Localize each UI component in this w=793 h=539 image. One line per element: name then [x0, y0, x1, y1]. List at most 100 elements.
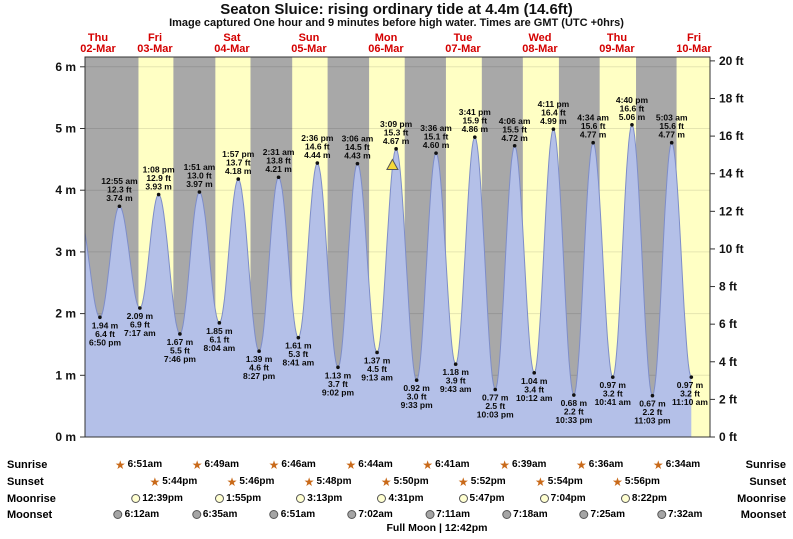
tide-extreme-dot	[315, 161, 320, 165]
y-axis-right-label: 12 ft	[719, 204, 744, 218]
low-tide-annotation: 1.04 m 3.4 ft 10:12 am	[516, 376, 553, 403]
tide-extreme-dot	[296, 335, 301, 340]
high-tide-annotation: 3:09 pm 15.3 ft 4.67 m	[380, 119, 413, 146]
high-tide-annotation: 2:36 pm 14.6 ft 4.44 m	[301, 133, 334, 160]
sunset-icon: ★	[380, 474, 392, 489]
high-tide-annotation: 4:11 pm 16.4 ft 4.99 m	[538, 99, 570, 126]
low-tide-annotation: 0.97 m 3.2 ft 10:41 am	[595, 380, 632, 407]
almanac-row-sunset: Sunset ★ 5:44pm ★ 5:46pm ★ 5:48pm ★ 5:50pm ★ 5:52p…	[0, 476, 793, 490]
tide-extreme-dot	[336, 365, 340, 370]
sunrise-event: ★ 6:49am	[192, 459, 239, 471]
moonset-icon	[502, 510, 512, 519]
high-tide-annotation: 4:40 pm 16.6 ft 5.06 m	[616, 95, 649, 122]
moonset-time: 7:18am	[513, 509, 548, 520]
moonrise-time: 3:13pm	[307, 493, 343, 504]
tide-extreme-dot	[551, 127, 556, 131]
high-tide-annotation: 5:03 am 15.6 ft 4.77 m	[656, 113, 688, 140]
high-tide-annotation: 4:06 am 15.5 ft 4.72 m	[499, 116, 531, 143]
sunrise-time: 6:46am	[281, 459, 316, 470]
moonset-time: 7:11am	[436, 509, 470, 520]
sunrise-icon: ★	[114, 457, 126, 472]
moonrise-icon	[215, 494, 225, 503]
tide-extreme-dot	[630, 122, 634, 127]
almanac-label-moonset-right: Moonset	[740, 509, 786, 521]
moonrise-time: 8:22pm	[631, 493, 667, 504]
sunset-event: ★ 5:46pm	[227, 476, 275, 488]
y-axis-right-label: 0 ft	[719, 430, 737, 444]
y-axis-left-label: 0 m	[55, 430, 76, 444]
sunset-icon: ★	[612, 474, 623, 489]
almanac-label-sunrise-right: Sunrise	[745, 459, 786, 471]
y-axis-right-label: 14 ft	[719, 167, 744, 181]
high-tide-annotation: 2:31 am 13.8 ft 4.21 m	[263, 147, 295, 174]
moonset-icon	[113, 510, 123, 519]
tide-extreme-dot	[217, 321, 222, 325]
tide-curve	[84, 124, 692, 396]
y-axis-left-label: 2 m	[55, 307, 76, 321]
sunrise-time: 6:44am	[358, 459, 393, 470]
low-tide-annotation: 1.39 m 4.6 ft 8:27 pm	[243, 354, 276, 381]
moonrise-icon	[377, 494, 387, 503]
sunset-event: ★ 5:56pm	[612, 474, 660, 489]
sunset-time: 5:44pm	[162, 476, 198, 487]
high-tide-annotation: 3:06 am 14.5 ft 4.43 m	[342, 134, 374, 161]
y-axis-left-label: 5 m	[55, 122, 76, 136]
almanac-label-sunrise-left: Sunrise	[7, 459, 48, 471]
moonrise-event: 7:04pm	[539, 493, 586, 504]
moonrise-icon	[296, 494, 306, 503]
tide-extreme-dot	[512, 143, 517, 148]
day-label: Fri 10-Mar	[676, 32, 712, 55]
high-tide-annotation: 3:36 am 15.1 ft 4.60 m	[420, 123, 452, 150]
tide-extreme-dot	[98, 315, 102, 320]
moonset-event: 6:12am	[113, 509, 159, 520]
moonrise-time: 12:39pm	[142, 493, 183, 504]
tide-area	[85, 124, 692, 438]
y-axis-right-label: 20 ft	[719, 54, 744, 68]
almanac-label-sunset-left: Sunset	[7, 476, 44, 488]
sunset-icon: ★	[303, 474, 315, 489]
moonset-time: 7:02am	[358, 509, 393, 520]
moonset-time: 7:32am	[667, 509, 703, 520]
tide-extreme-dot	[610, 375, 615, 379]
tide-extreme-dot	[236, 177, 241, 181]
sunset-event: ★ 5:50pm	[380, 474, 429, 489]
sunrise-event: ★ 6:51am	[114, 457, 162, 472]
low-tide-annotation: 0.67 m 2.2 ft 11:03 pm	[634, 399, 671, 426]
moonset-event: 7:11am	[425, 509, 470, 520]
y-axis-right-label: 18 ft	[719, 91, 744, 105]
high-tide-annotation: 1:08 pm 12.9 ft 3.93 m	[143, 165, 176, 192]
plot-frame	[84, 56, 711, 438]
moonset-event: 7:02am	[347, 509, 393, 520]
y-axis-left-label: 1 m	[55, 368, 76, 382]
sunrise-icon: ★	[345, 457, 357, 472]
moonrise-event: 8:22pm	[620, 493, 667, 504]
moonrise-event: 4:31pm	[377, 493, 423, 504]
moonset-icon	[425, 510, 435, 519]
moonset-icon	[347, 510, 357, 519]
moonset-icon	[269, 510, 279, 519]
sunset-event: ★ 5:48pm	[303, 474, 352, 489]
almanac-label-moonset-left: Moonset	[7, 509, 53, 521]
moonset-icon	[191, 510, 201, 519]
sunrise-event: ★ 6:41am	[422, 459, 469, 471]
low-tide-annotation: 1.18 m 3.9 ft 9:43 am	[440, 367, 472, 394]
almanac-label-sunset-right: Sunset	[749, 476, 786, 488]
tide-extreme-dot	[591, 140, 595, 145]
sunset-event: ★ 5:52pm	[458, 476, 506, 488]
moonrise-icon	[131, 494, 141, 503]
low-tide-annotation: 2.09 m 6.9 ft 7:17 am	[124, 311, 156, 338]
tide-extreme-dot	[689, 375, 694, 379]
sunrise-event: ★ 6:34am	[653, 459, 700, 471]
moonset-event: 6:35am	[191, 509, 237, 520]
y-axis-right-label: 10 ft	[719, 242, 744, 256]
y-axis-left-label: 3 m	[55, 245, 76, 259]
page-subtitle: Image captured One hour and 9 minutes be…	[169, 17, 624, 29]
day-label: Wed 08-Mar	[522, 32, 558, 55]
sunrise-event: ★ 6:44am	[345, 457, 393, 472]
moonset-time: 7:25am	[590, 509, 626, 520]
sunrise-time: 6:49am	[204, 459, 239, 470]
sunset-time: 5:56pm	[624, 476, 660, 487]
sunset-event: ★ 5:44pm	[149, 476, 198, 488]
